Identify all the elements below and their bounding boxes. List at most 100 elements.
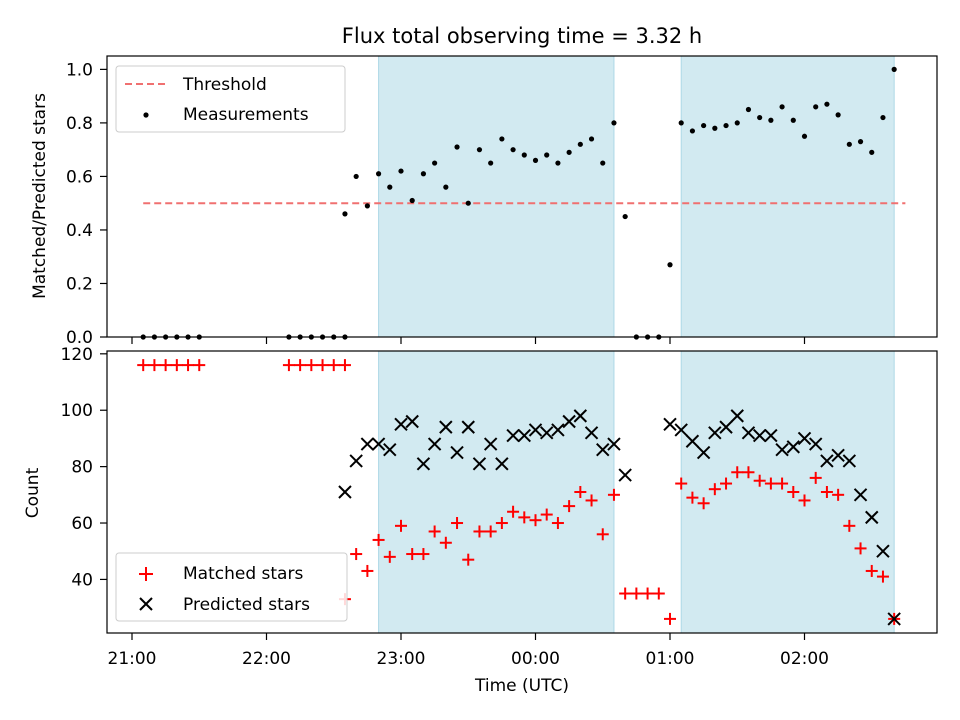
shaded-interval-1 [378, 55, 615, 338]
matched-star-point [764, 477, 777, 490]
predicted-star-point [775, 442, 789, 457]
measurement-point [420, 171, 427, 177]
matched-star-point [876, 570, 889, 583]
top-y-axis-label: Matched/Predicted stars [30, 93, 50, 299]
predicted-star-point [786, 440, 800, 454]
matched-star-point [854, 542, 867, 555]
predicted-star-point [540, 426, 554, 440]
measurement-point [521, 152, 527, 158]
matched-star-point [159, 359, 172, 372]
x-axis-label: Time (UTC) [474, 676, 569, 696]
predicted-stars-points [338, 409, 901, 626]
matched-star-point [641, 587, 654, 600]
matched-star-point [473, 525, 486, 538]
matched-star-point [350, 548, 363, 561]
predicted-star-point [618, 468, 632, 482]
bottom-y-axis-label: Count [23, 467, 43, 518]
measurement-point [364, 203, 370, 209]
matched-star-point [798, 494, 811, 507]
predicted-star-point [495, 457, 509, 471]
matched-star-point [282, 359, 295, 372]
measurement-point [577, 141, 583, 147]
top-legend-box [115, 65, 346, 133]
top-x-ticks [131, 337, 806, 344]
matched-star-point [630, 587, 643, 600]
bottom-legend-box [115, 552, 348, 622]
x-tick-label: 00:00 [511, 649, 560, 669]
predicted-star-point [416, 457, 431, 471]
matched-star-point [708, 483, 721, 496]
predicted-star-point [584, 426, 599, 440]
matched-star-point [316, 359, 329, 372]
matched-star-point [495, 517, 508, 530]
predicted-star-point [394, 417, 408, 432]
measurement-point [757, 114, 763, 121]
predicted-star-point [349, 454, 363, 468]
predicted-star-point [842, 454, 857, 468]
predicted-star-point [764, 428, 778, 443]
predicted-star-point [708, 426, 722, 440]
matched-star-point [686, 491, 699, 504]
y-tick-label: 0.4 [66, 221, 93, 241]
measurement-point [555, 160, 561, 166]
predicted-star-point [461, 420, 475, 434]
predicted-star-point [730, 409, 744, 423]
measurement-point [600, 160, 606, 166]
matched-star-point [787, 486, 800, 498]
bottom-x-ticks: 21:00 22:00 23:00 00:00 01:00 02:00 [108, 633, 829, 669]
predicted-star-point [517, 428, 531, 443]
predicted-star-point [696, 445, 711, 460]
measurement-point [499, 136, 505, 142]
y-tick-label: 0.6 [66, 167, 93, 187]
measurement-point [353, 173, 359, 180]
measurement-point [342, 211, 348, 217]
measurements-legend-swatch [143, 112, 149, 118]
predicted-star-point [338, 485, 352, 499]
matched-star-point [361, 564, 374, 577]
matched-star-point [170, 359, 183, 372]
measurement-point [846, 141, 852, 147]
measurement-point [409, 197, 415, 204]
matched-star-point [428, 525, 441, 538]
measurement-point [532, 157, 539, 163]
predicted-star-point [562, 414, 576, 429]
predicted-star-point [663, 417, 677, 432]
matched-star-point [540, 508, 553, 521]
measurement-point [375, 171, 382, 177]
matched-stars-points [137, 359, 901, 625]
matched-star-point [451, 517, 464, 530]
measurement-point [891, 66, 897, 72]
top-shaded-regions [378, 55, 895, 338]
predicted-star-point [573, 409, 588, 423]
y-tick-label: 40 [71, 570, 93, 590]
y-tick-label: 1.0 [66, 60, 93, 80]
measurement-point [611, 120, 617, 126]
predicted-star-point [360, 437, 375, 451]
matched-star-point [137, 359, 150, 372]
measurement-point [678, 120, 684, 126]
measurement-point [745, 106, 752, 113]
matched-star-point [574, 486, 587, 498]
predicted-star-point [383, 442, 397, 457]
matched-star-point [809, 471, 822, 484]
matched-star-point [395, 519, 407, 532]
matched-star-point [338, 359, 351, 372]
predicted-star-point [674, 423, 688, 437]
predicted-star-point [809, 437, 823, 451]
x-tick-label: 21:00 [108, 649, 157, 669]
predicted-star-point [450, 445, 464, 460]
matched-star-point [865, 564, 878, 577]
shaded-interval-2 [680, 55, 895, 338]
matched-star-point [619, 587, 632, 600]
bottom-y-ticks: 40 60 80 100 120 [61, 345, 107, 590]
matched-star-point [652, 587, 665, 600]
measurement-point [667, 262, 673, 268]
measurement-point [398, 168, 404, 174]
matched-star-point [820, 486, 833, 498]
measurement-point [510, 147, 516, 153]
legend-measurements-label: Measurements [183, 105, 309, 125]
predicted-star-point [551, 423, 565, 437]
matched-star-point [182, 359, 195, 372]
x-tick-label: 02:00 [780, 649, 829, 669]
matched-star-point [596, 528, 609, 541]
